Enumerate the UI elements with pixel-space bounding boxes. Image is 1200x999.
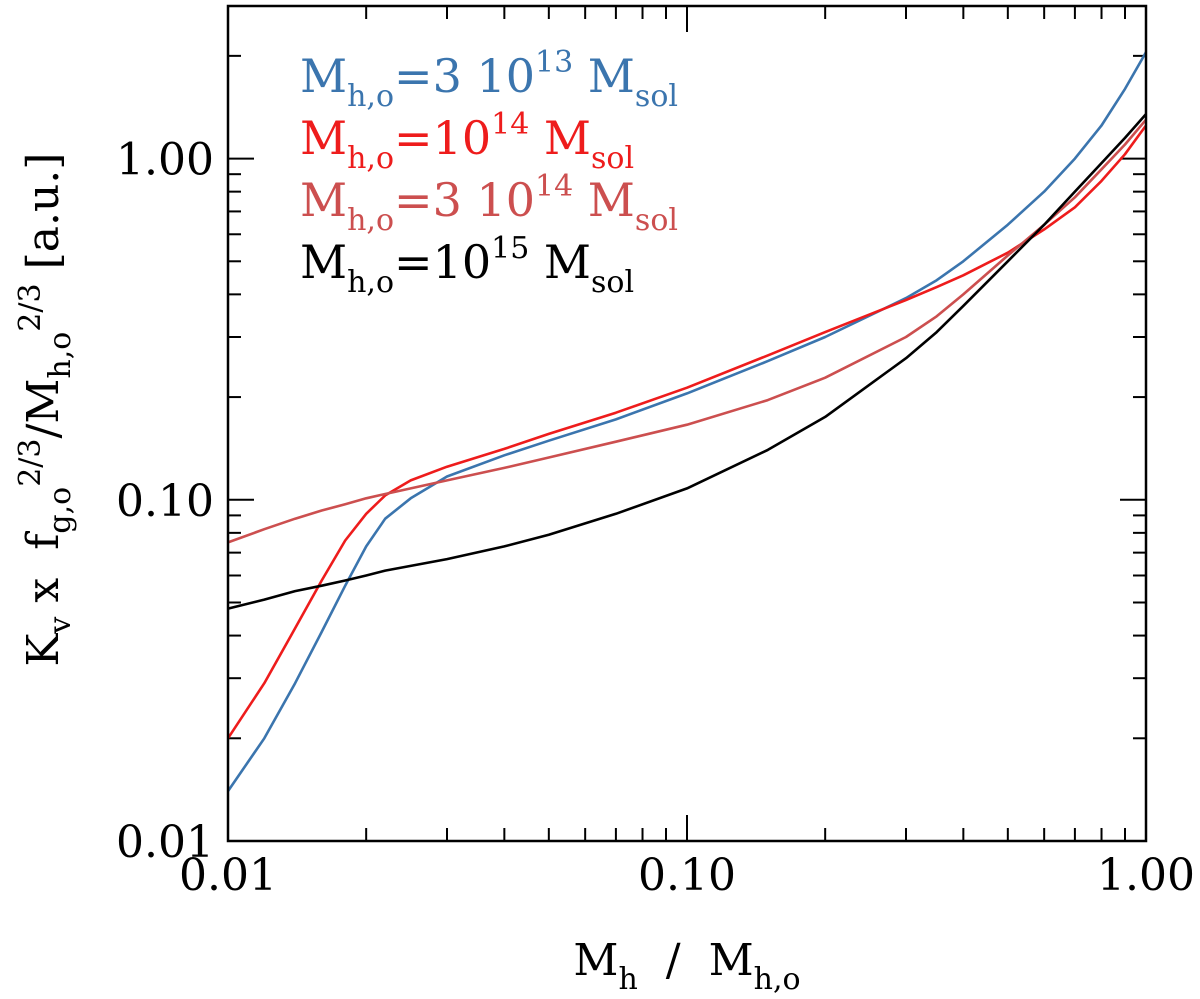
legend-entry-3: Mh,o=3 1014 Msol [300,169,678,238]
axis-ticks [228,6,1146,841]
legend-eq: =3 10 [394,173,535,227]
x-tick-label: 1.00 [1097,850,1195,901]
legend-unit: M [573,173,635,227]
legend-unit: M [529,235,591,289]
y-title-k-sub: v [43,617,78,635]
legend-lhs-sub: h,o [347,203,394,238]
legend-eq: =3 10 [394,49,535,103]
plot-frame [226,4,1148,843]
series-line-1 [226,51,1148,792]
series-layer [226,51,1148,792]
x-tick-label: 0.10 [638,850,736,901]
legend-unit-sub: sol [591,141,634,176]
legend-unit-sub: sol [635,203,678,238]
y-tick-label: 0.10 [116,476,214,527]
y-axis-title: Kv x fg,o2/3/Mh,o2/3 [a.u.] [13,111,78,737]
series-line-3 [227,118,1147,544]
legend-lhs-sub: h,o [347,79,394,114]
series-line-4 [227,113,1147,610]
y-title-m-exp: 2/3 [13,283,48,331]
x-tick-label: 0.01 [179,850,277,901]
legend-exp: 14 [491,107,529,142]
legend-lhs: M [300,111,347,165]
legend-eq: =10 [394,111,491,165]
legend-lhs-sub: h,o [347,265,394,300]
x-title-m: M [573,935,618,986]
y-title-m-sub: h,o [43,332,78,379]
x-axis-title: Mh / Mh,o [573,935,800,997]
y-title-k: K [18,632,69,666]
y-title-units: [a.u.] [18,153,69,284]
legend-lhs: M [300,49,347,103]
y-tick-label: 0.01 [116,817,214,868]
y-tick-label: 1.00 [116,135,214,186]
legend-exp: 14 [535,169,573,204]
series-line-2 [226,124,1148,740]
legend-entry-4: Mh,o=1015 Msol [300,231,634,300]
legend-unit: M [573,49,635,103]
y-title-f-sub: g,o [43,487,78,534]
legend-lhs-sub: h,o [347,141,394,176]
x-title-m2: M [709,935,754,986]
y-title-f-exp: 2/3 [13,439,48,487]
legend-eq: =10 [394,235,491,289]
x-title-sep: / [638,935,709,986]
legend-unit-sub: sol [591,265,634,300]
legend-entry-2: Mh,o=1014 Msol [300,107,634,176]
legend-entry-1: Mh,o=3 1013 Msol [300,45,678,114]
legend-unit: M [529,111,591,165]
legend-lhs: M [300,235,347,289]
y-title-m: /M [18,379,69,439]
legend-unit-sub: sol [635,79,678,114]
tick-labels: 0.01 0.10 1.00 0.01 0.10 1.00 [116,135,1195,901]
legend-exp: 15 [491,231,529,266]
x-title-sub: h [618,962,637,997]
x-title-sub2: h,o [754,962,801,997]
y-title-f: x f [18,531,69,617]
legend-lhs: M [300,173,347,227]
legend-exp: 13 [535,45,573,80]
